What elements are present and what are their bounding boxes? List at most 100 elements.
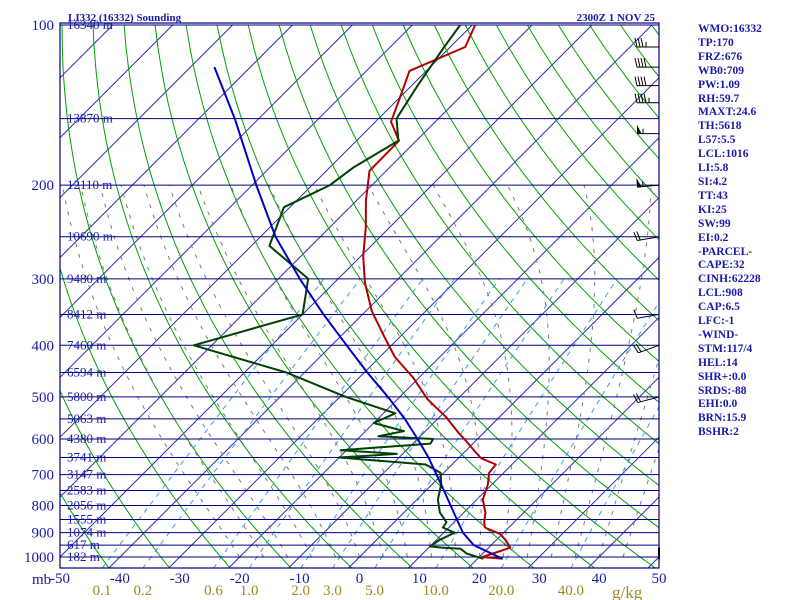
height-label: 617 m: [67, 537, 100, 552]
dry-adiabat-line: [60, 491, 110, 568]
wind-barb: [634, 76, 659, 87]
isotherm-line: [60, 24, 293, 259]
chart-timestamp: 2300Z 1 NOV 25: [577, 12, 656, 24]
parcel-trace: [213, 66, 504, 560]
sounding-index-item: WMO:16332: [698, 23, 762, 35]
dry-adiabat-line: [123, 24, 414, 568]
sounding-index-item: WB0:709: [698, 64, 744, 77]
isobar-lines: [60, 24, 659, 558]
dry-adiabat-line: [402, 24, 659, 362]
dewpoint-trace: [192, 24, 484, 560]
sounding-index-item: TH:5618: [698, 120, 742, 133]
sounding-index-item: SI:4.2: [698, 175, 728, 188]
moist-adiabat-line: [432, 184, 513, 558]
temperature-tick-label: -40: [110, 571, 130, 587]
pressure-tick-label: 800: [32, 498, 55, 514]
dry-adiabat-line: [309, 24, 659, 487]
background-lines: [60, 24, 659, 568]
mixing-ratio-tick-label: 0.6: [204, 583, 223, 599]
height-label: 1555 m: [67, 511, 106, 526]
mixing-ratio-line: [332, 278, 528, 568]
dry-adiabat-line: [247, 24, 657, 568]
moist-adiabat-line: [550, 184, 596, 558]
pressure-tick-label: 300: [32, 272, 55, 288]
sounding-index-item: LCL:1016: [698, 148, 749, 161]
sounding-index-item: TP:170: [698, 36, 734, 49]
moist-adiabat-line: [507, 184, 550, 558]
dry-adiabat-line: [464, 24, 659, 281]
sounding-index-item: -WIND-: [698, 328, 739, 341]
sounding-index-item: TT:43: [698, 189, 728, 202]
mixing-ratio-tick-label: 0.2: [133, 583, 152, 599]
wind-barb: [633, 231, 660, 242]
sounding-index-item: RH:59.7: [698, 92, 740, 105]
isotherm-line: [287, 196, 659, 568]
sounding-index-item: -PARCEL-: [698, 245, 753, 258]
height-label: 1074 m: [67, 525, 106, 540]
sounding-index-item: CAPE:32: [698, 259, 745, 272]
wind-barb: [632, 343, 660, 354]
moist-adiabat-line: [143, 184, 336, 558]
height-label: 9480 m: [67, 271, 106, 286]
wind-barbs: [632, 37, 660, 563]
pressure-tick-label: 200: [32, 178, 55, 194]
temperature-tick-label: 0: [356, 571, 364, 587]
wind-barb: [634, 58, 659, 68]
wind-barb: [637, 124, 659, 135]
mixing-ratio-tick-label: 2.0: [291, 583, 310, 599]
moist-adiabat-line: [197, 184, 384, 558]
sounding-index-item: BRN:15.9: [698, 412, 747, 425]
height-label: 10690 m: [67, 229, 113, 244]
temperature-tick-label: -30: [170, 571, 190, 587]
axis-labels: 0.1 0.2 0.6 1.0 2.0 3.0 5.0 10.0 20.0 40.0 16340 m…: [24, 17, 667, 599]
temperature-tick-label: 30: [532, 571, 547, 587]
plot-frame: [59, 22, 660, 569]
sounding-index-item: STM:117/4: [698, 342, 753, 355]
isotherm-line: [60, 24, 473, 438]
mixing-ratio-tick-label: 1.0: [240, 583, 259, 599]
moist-adiabat-line: [622, 447, 659, 558]
pressure-tick-label: 600: [32, 432, 55, 448]
isotherm-line: [60, 24, 593, 558]
height-label: 16340 m: [67, 17, 113, 32]
height-label: 3147 m: [67, 467, 106, 482]
height-label: 12110 m: [67, 177, 112, 192]
mixing-ratio-line: [374, 278, 565, 568]
sounding-index-item: BSHR:2: [698, 426, 739, 439]
sounding-index-item: MAXT:24.6: [698, 106, 757, 119]
isotherm-line: [108, 24, 653, 568]
dry-adiabat-line: [216, 24, 596, 568]
sounding-index-item: SRDS:-88: [698, 384, 747, 397]
moist-adiabat-line: [168, 184, 360, 558]
mixing-ratio-unit-label: g/kg: [612, 583, 643, 600]
dry-adiabat-line: [60, 389, 171, 568]
mixing-ratio-tick-label: 0.1: [93, 583, 112, 599]
mixing-ratio-line: [101, 278, 325, 568]
chart-title: LI332 (16332) Sounding: [68, 12, 182, 24]
isotherm-line: [60, 24, 413, 379]
pressure-unit-label: mb: [32, 572, 51, 588]
height-label: 6594 m: [67, 365, 106, 380]
sounding-indices: WMO:16332 TP:170 FRZ:676 WB0:709 PW:1.09 RH:5…: [698, 23, 798, 440]
temperature-tick-label: -20: [230, 571, 250, 587]
sounding-index-item: L57:5.5: [698, 134, 736, 147]
isotherm-line: [60, 24, 353, 319]
isotherm-line: [407, 316, 659, 568]
mixing-ratio-tick-label: 10.0: [423, 583, 449, 599]
temperature-tick-label: 20: [472, 571, 487, 587]
dry-adiabat-line: [278, 24, 659, 529]
sounding-index-item: LCL:908: [698, 287, 743, 300]
isotherm-line: [60, 24, 233, 199]
sounding-traces: [192, 24, 512, 560]
dry-adiabat-line: [371, 24, 659, 403]
height-label: 5063 m: [67, 411, 106, 426]
moist-adiabat-line: [574, 185, 652, 558]
wind-barb: [634, 37, 659, 48]
mixing-ratio-tick-label: 5.0: [365, 583, 384, 599]
sounding-index-item: LFC:-1: [698, 315, 735, 328]
mixing-ratio-line: [142, 278, 361, 568]
height-label: 8412 m: [67, 306, 106, 321]
isotherm-line: [60, 24, 174, 139]
sounding-index-item: KI:25: [698, 203, 727, 216]
